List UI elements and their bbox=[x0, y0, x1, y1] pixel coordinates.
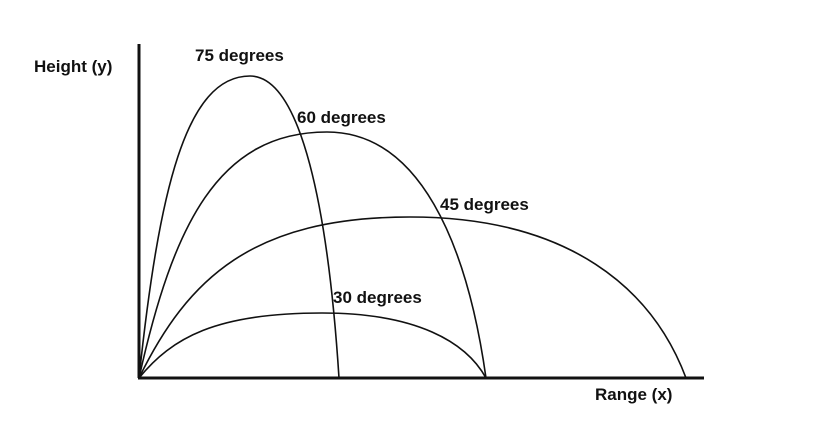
trajectory-label-30: 30 degrees bbox=[333, 288, 422, 307]
trajectory-label-60: 60 degrees bbox=[297, 108, 386, 127]
trajectory-label-75: 75 degrees bbox=[195, 46, 284, 65]
trajectory-curve-60 bbox=[138, 131, 487, 379]
x-axis-label: Range (x) bbox=[595, 385, 672, 404]
trajectory-label-45: 45 degrees bbox=[440, 195, 529, 214]
trajectory-curve-75 bbox=[138, 75, 340, 379]
trajectory-curve-30 bbox=[138, 312, 487, 379]
y-axis-label: Height (y) bbox=[34, 57, 112, 76]
trajectory-curve-45 bbox=[138, 216, 687, 379]
